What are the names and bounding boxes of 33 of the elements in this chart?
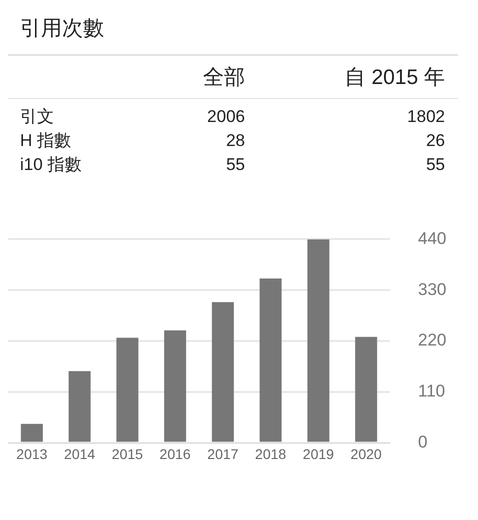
x-tick-label: 2016 <box>160 446 191 462</box>
x-tick-label: 2017 <box>207 446 239 462</box>
y-tick-label: 110 <box>418 382 446 401</box>
y-tick-label: 0 <box>418 432 428 452</box>
bar <box>212 302 234 442</box>
text: 55 <box>425 154 445 176</box>
x-tick-label: 2015 <box>112 446 144 462</box>
y-tick-label: 330 <box>418 280 446 299</box>
text: 26 <box>425 130 445 152</box>
x-tick-label: 2014 <box>64 446 96 462</box>
text: 1802 <box>406 106 445 128</box>
text: 55 <box>225 154 245 176</box>
text: H 指數 <box>20 130 72 152</box>
bar <box>260 278 282 442</box>
x-tick-label: 2019 <box>302 446 334 462</box>
y-tick-label: 440 <box>418 228 446 248</box>
text: 引文 <box>20 106 55 128</box>
text: 2006 <box>206 106 245 128</box>
bar <box>116 338 138 442</box>
bar <box>307 239 330 442</box>
bar <box>164 330 186 442</box>
text: 引用次數 <box>19 16 105 42</box>
text: 28 <box>225 130 245 152</box>
bar <box>20 424 43 442</box>
bar <box>355 336 378 442</box>
x-tick-label: 2020 <box>350 446 382 462</box>
y-tick-label: 220 <box>418 330 446 350</box>
text: i10 指數 <box>20 154 82 176</box>
x-tick-label: 2018 <box>255 446 286 462</box>
bar <box>68 371 91 442</box>
text: 自 2015 年 <box>344 65 445 91</box>
text: 全部 <box>202 65 245 91</box>
x-tick-label: 2013 <box>16 446 48 462</box>
